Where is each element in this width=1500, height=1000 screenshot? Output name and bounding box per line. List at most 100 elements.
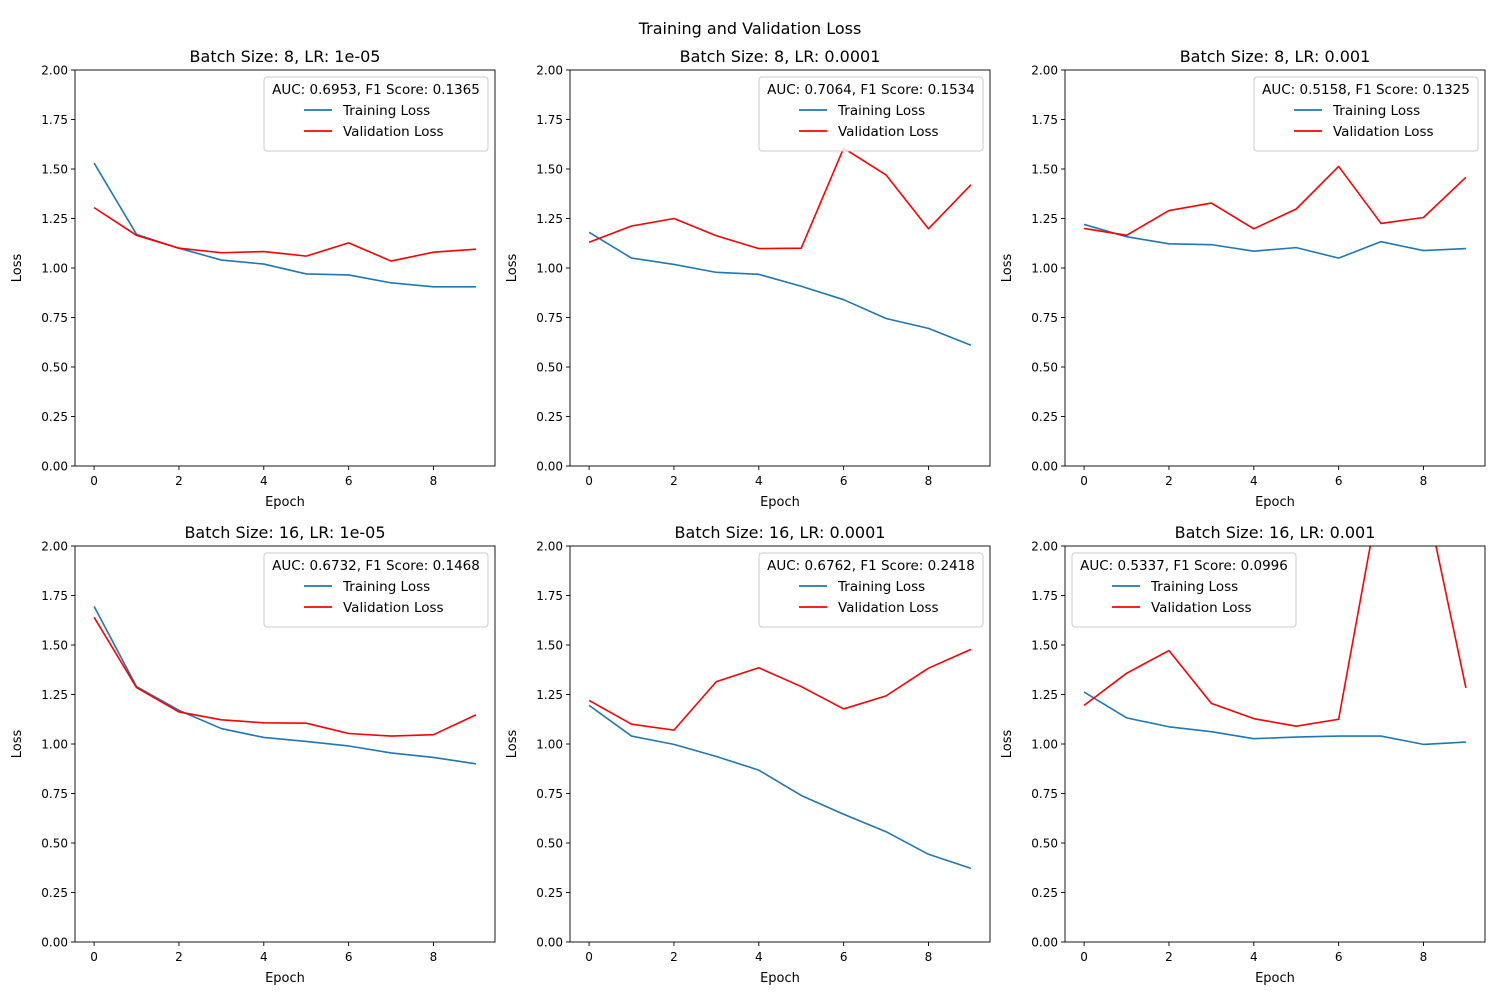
y-tick-label: 1.75 (536, 113, 563, 127)
legend-entry-label: Training Loss (342, 579, 430, 595)
y-tick-label: 1.75 (41, 589, 68, 603)
legend-entry-label: Training Loss (837, 103, 925, 119)
legend-title: AUC: 0.5158, F1 Score: 0.1325 (1262, 82, 1470, 98)
x-tick-label: 2 (175, 474, 183, 488)
axes-frame (569, 545, 991, 943)
x-tick-label: 2 (670, 950, 678, 964)
training-loss-line (588, 231, 972, 346)
y-tick-label: 1.50 (1031, 162, 1058, 176)
x-axis-label: Epoch (760, 495, 800, 510)
y-tick-label: 0.00 (41, 459, 68, 473)
axes-frame (74, 69, 496, 467)
figure-title: Training and Validation Loss (638, 19, 862, 38)
x-axis-label: Epoch (265, 971, 305, 986)
validation-loss-line (1083, 546, 1467, 727)
legend: AUC: 0.6732, F1 Score: 0.1468 Training Lo… (263, 552, 489, 628)
legend-box (1253, 76, 1479, 152)
training-loss-line (93, 606, 477, 765)
y-tick-label: 1.00 (41, 737, 68, 751)
x-tick-label: 6 (345, 474, 353, 488)
validation-loss-line (1083, 165, 1467, 237)
y-tick-label: 2.00 (41, 539, 68, 553)
x-axis-label: Epoch (1255, 495, 1295, 510)
x-tick-label: 8 (1420, 950, 1428, 964)
subplot-6: Batch Size: 16, LR: 0.001 0.00 0.25 0.50 0.7… (1000, 523, 1486, 986)
legend: AUC: 0.6762, F1 Score: 0.2418 Training Lo… (758, 552, 984, 628)
legend: AUC: 0.7064, F1 Score: 0.1534 Training Lo… (758, 76, 984, 152)
validation-loss-line (588, 648, 972, 731)
legend-title: AUC: 0.6732, F1 Score: 0.1468 (272, 558, 480, 574)
y-tick-label: 1.00 (1031, 737, 1058, 751)
legend: AUC: 0.5337, F1 Score: 0.0996 Training Lo… (1071, 552, 1297, 628)
x-tick-label: 0 (1080, 474, 1088, 488)
y-tick-label: 0.75 (1031, 311, 1058, 325)
x-axis-label: Epoch (1255, 971, 1295, 986)
y-axis-label: Loss (1000, 730, 1015, 759)
legend-entry-label: Training Loss (1150, 579, 1238, 595)
y-tick-label: 1.25 (41, 212, 68, 226)
y-tick-label: 0.00 (536, 459, 563, 473)
legend-box (758, 552, 984, 628)
legend-entry-label: Training Loss (837, 579, 925, 595)
y-tick-label: 0.25 (41, 886, 68, 900)
y-tick-label: 0.50 (1031, 836, 1058, 850)
x-tick-label: 8 (925, 474, 933, 488)
x-axis-label: Epoch (760, 971, 800, 986)
y-tick-label: 0.50 (536, 836, 563, 850)
y-tick-label: 0.50 (536, 360, 563, 374)
training-loss-line (1083, 223, 1466, 259)
x-tick-label: 6 (840, 474, 848, 488)
legend-entry-label: Validation Loss (343, 124, 444, 140)
x-tick-label: 2 (1165, 950, 1173, 964)
x-tick-label: 8 (925, 950, 933, 964)
subplot-5: Batch Size: 16, LR: 0.0001 0.00 0.25 0.50 0.… (505, 523, 991, 986)
training-loss-line (1083, 691, 1466, 746)
validation-loss-line (93, 616, 477, 737)
subplot-2: Batch Size: 8, LR: 0.0001 0.00 0.25 0.50 0.7… (505, 47, 991, 510)
legend-entry-label: Training Loss (1332, 103, 1420, 119)
subplot-title: Batch Size: 16, LR: 0.0001 (675, 523, 886, 542)
x-tick-label: 0 (90, 474, 98, 488)
y-tick-label: 1.00 (536, 261, 563, 275)
x-tick-label: 2 (670, 474, 678, 488)
y-tick-label: 1.50 (41, 162, 68, 176)
y-tick-label: 1.00 (41, 261, 68, 275)
subplot-1: Batch Size: 8, LR: 1e-05 0.00 0.25 0.50 0.75… (10, 47, 496, 510)
y-tick-label: 1.50 (41, 638, 68, 652)
y-tick-label: 2.00 (536, 539, 563, 553)
axes-frame (569, 69, 991, 467)
y-tick-label: 1.75 (1031, 589, 1058, 603)
legend-title: AUC: 0.6953, F1 Score: 0.1365 (272, 82, 480, 98)
legend-entry-label: Validation Loss (343, 600, 444, 616)
x-axis-label: Epoch (265, 495, 305, 510)
x-tick-label: 8 (1420, 474, 1428, 488)
y-tick-label: 1.50 (1031, 638, 1058, 652)
x-tick-label: 4 (260, 474, 268, 488)
y-tick-label: 0.25 (41, 410, 68, 424)
y-tick-label: 1.25 (536, 688, 563, 702)
legend-entry-label: Training Loss (342, 103, 430, 119)
x-tick-label: 0 (1080, 950, 1088, 964)
y-tick-label: 1.00 (1031, 261, 1058, 275)
y-axis-label: Loss (1000, 254, 1015, 283)
legend-box (758, 76, 984, 152)
legend-entry-label: Validation Loss (838, 124, 939, 140)
y-tick-label: 1.25 (1031, 212, 1058, 226)
legend-box (1071, 552, 1297, 628)
subplot-3: Batch Size: 8, LR: 0.001 0.00 0.25 0.50 0.75… (1000, 47, 1486, 510)
y-tick-label: 1.00 (536, 737, 563, 751)
validation-loss-line (93, 206, 476, 262)
y-tick-label: 0.50 (41, 360, 68, 374)
y-tick-label: 0.50 (1031, 360, 1058, 374)
y-tick-label: 0.25 (1031, 886, 1058, 900)
x-tick-label: 4 (260, 950, 268, 964)
x-tick-label: 6 (840, 950, 848, 964)
y-tick-label: 0.75 (41, 311, 68, 325)
y-tick-label: 2.00 (41, 63, 68, 77)
subplot-title: Batch Size: 16, LR: 1e-05 (184, 523, 385, 542)
x-tick-label: 8 (430, 474, 438, 488)
x-tick-label: 4 (1250, 950, 1258, 964)
y-tick-label: 0.25 (1031, 410, 1058, 424)
y-tick-label: 0.50 (41, 836, 68, 850)
